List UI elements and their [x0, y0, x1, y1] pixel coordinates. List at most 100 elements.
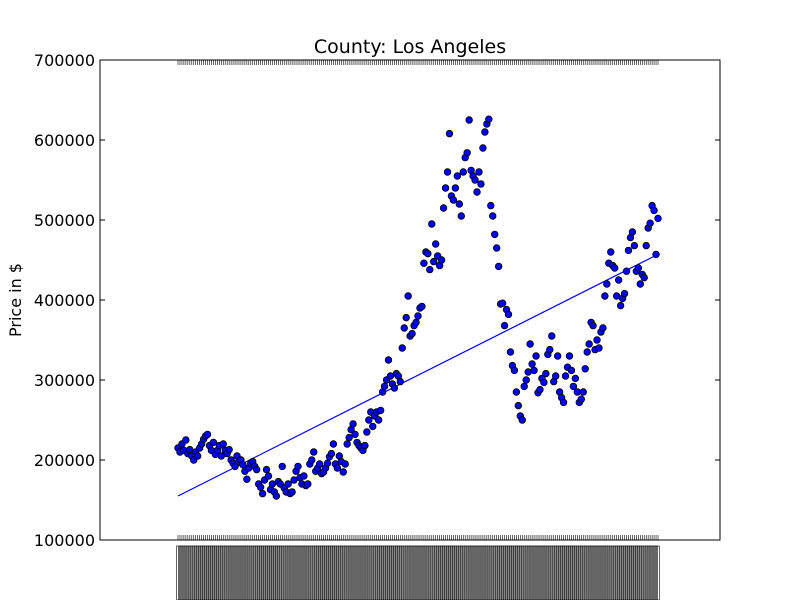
x-tick-label: [620, 545, 625, 600]
x-tick-label: [603, 545, 607, 600]
x-tick-label: [557, 545, 562, 600]
x-tick-label: [422, 545, 426, 600]
x-tick-label: [270, 545, 275, 600]
x-tick-label: [182, 545, 186, 600]
x-tick-label: [530, 545, 534, 600]
x-tick-label: [235, 545, 239, 600]
data-point: [601, 292, 609, 300]
x-tick-label: [496, 545, 501, 600]
x-tick-label: [288, 545, 292, 600]
y-tick-label: 200000: [34, 451, 95, 470]
data-point: [552, 372, 560, 380]
x-tick-label: [367, 545, 371, 600]
x-tick-label: [363, 545, 367, 600]
x-tick-label: [498, 545, 503, 600]
x-tick-label: [494, 545, 499, 600]
x-tick-label: [636, 545, 641, 600]
x-tick-label: [483, 545, 487, 600]
x-tick-label: [266, 545, 271, 600]
data-point: [349, 420, 357, 428]
x-tick-label: [402, 545, 406, 600]
x-tick-label: [286, 545, 290, 600]
data-point: [445, 129, 454, 138]
data-point: [408, 329, 416, 338]
data-point: [193, 452, 202, 460]
x-tick-label: [424, 545, 428, 600]
data-point: [294, 462, 302, 471]
data-point: [428, 220, 436, 228]
x-tick-label: [420, 545, 424, 600]
x-tick-label: [573, 545, 578, 600]
x-tick-label: [461, 545, 465, 600]
x-tick-label: [310, 545, 314, 600]
x-tick-label: [351, 545, 355, 600]
x-tick-label: [341, 545, 345, 600]
x-tick-label: [343, 545, 347, 600]
x-tick-label: [435, 545, 440, 600]
data-point: [351, 430, 359, 439]
x-tick-label: [227, 545, 231, 600]
data-point: [528, 360, 536, 368]
x-tick-label: [410, 545, 414, 600]
x-tick-label: [369, 545, 373, 600]
trend-line: [177, 253, 659, 497]
x-tick-label: [292, 545, 296, 600]
data-point: [374, 416, 383, 424]
x-tick-label: [583, 545, 587, 600]
data-point: [308, 456, 316, 464]
x-tick-label: [201, 545, 206, 600]
data-point: [473, 188, 481, 196]
x-tick-label: [398, 545, 402, 600]
x-tick-label: [229, 545, 233, 600]
data-point: [577, 395, 585, 403]
x-tick-label: [414, 545, 418, 600]
x-tick-label: [536, 545, 540, 600]
data-point: [646, 219, 654, 227]
data-point: [225, 445, 233, 454]
data-point: [522, 376, 530, 384]
data-point: [402, 313, 410, 322]
x-tick-label: [607, 545, 611, 600]
x-tick-label: [331, 545, 336, 600]
data-point: [506, 348, 515, 356]
x-tick-label: [538, 545, 542, 600]
x-tick-label: [544, 545, 548, 600]
x-tick-label: [396, 545, 401, 600]
data-point: [451, 184, 460, 192]
x-tick-label: [599, 545, 603, 600]
data-point: [585, 340, 593, 348]
data-point: [284, 480, 292, 488]
y-tick-label: 300000: [34, 371, 95, 390]
x-tick-label: [219, 545, 223, 600]
data-point: [487, 201, 495, 210]
x-tick-label: [245, 545, 249, 600]
data-point: [565, 352, 574, 360]
data-point: [595, 344, 603, 352]
x-tick-label: [457, 545, 462, 600]
y-tick-label: 700000: [34, 51, 95, 70]
data-point: [494, 262, 503, 271]
data-point: [640, 273, 648, 282]
x-tick-label: [432, 545, 436, 600]
x-tick-label: [176, 545, 180, 600]
data-point: [589, 321, 597, 330]
x-tick-label: [587, 545, 591, 600]
x-tick-label: [638, 545, 642, 600]
x-tick-label: [611, 545, 615, 600]
data-point: [520, 382, 528, 391]
data-point: [203, 430, 212, 439]
x-tick-label: [548, 545, 552, 600]
x-tick-label: [614, 545, 619, 600]
data-point: [443, 168, 452, 176]
x-tick-label: [237, 545, 241, 600]
x-tick-label: [353, 545, 357, 600]
x-tick-label: [416, 545, 420, 600]
x-tick-label: [306, 545, 310, 600]
x-tick-label: [437, 545, 442, 600]
x-tick-label: [262, 545, 267, 600]
x-tick-label: [506, 545, 511, 600]
x-tick-label: [215, 545, 220, 600]
x-tick-label: [489, 545, 493, 600]
data-point: [256, 483, 265, 491]
x-tick-label: [325, 545, 330, 600]
